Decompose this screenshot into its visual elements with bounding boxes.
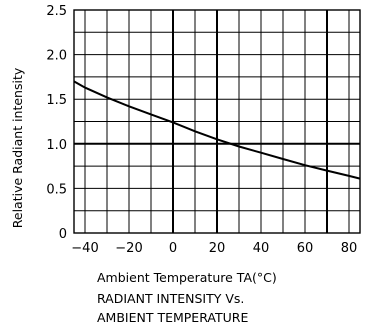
grid bbox=[74, 10, 360, 233]
y-tick-label: 0 bbox=[59, 227, 67, 242]
caption-line-2: AMBIENT TEMPERATURE bbox=[97, 310, 248, 325]
caption-line-1: RADIANT INTENSITY Vs. bbox=[97, 291, 244, 306]
x-tick-label: 60 bbox=[297, 241, 314, 256]
y-tick-label: 1.0 bbox=[46, 138, 67, 153]
y-axis-title: Relative Radiant intensity bbox=[10, 67, 25, 228]
x-tick-labels: −40 −20 0 20 40 60 80 bbox=[71, 241, 357, 256]
y-tick-label: 2.5 bbox=[46, 4, 67, 19]
x-tick-label: −40 bbox=[71, 241, 98, 256]
y-tick-labels: 0 0.5 1.0 1.5 2.0 2.5 bbox=[46, 4, 67, 242]
x-tick-label: 20 bbox=[209, 241, 226, 256]
y-tick-label: 0.5 bbox=[46, 182, 67, 197]
x-tick-label: 0 bbox=[169, 241, 177, 256]
x-tick-label: −20 bbox=[115, 241, 142, 256]
x-axis-title: Ambient Temperature TA(°C) bbox=[97, 270, 277, 285]
x-tick-label: 80 bbox=[341, 241, 358, 256]
x-tick-label: 40 bbox=[253, 241, 270, 256]
y-tick-label: 1.5 bbox=[46, 93, 67, 108]
y-tick-label: 2.0 bbox=[46, 49, 67, 64]
